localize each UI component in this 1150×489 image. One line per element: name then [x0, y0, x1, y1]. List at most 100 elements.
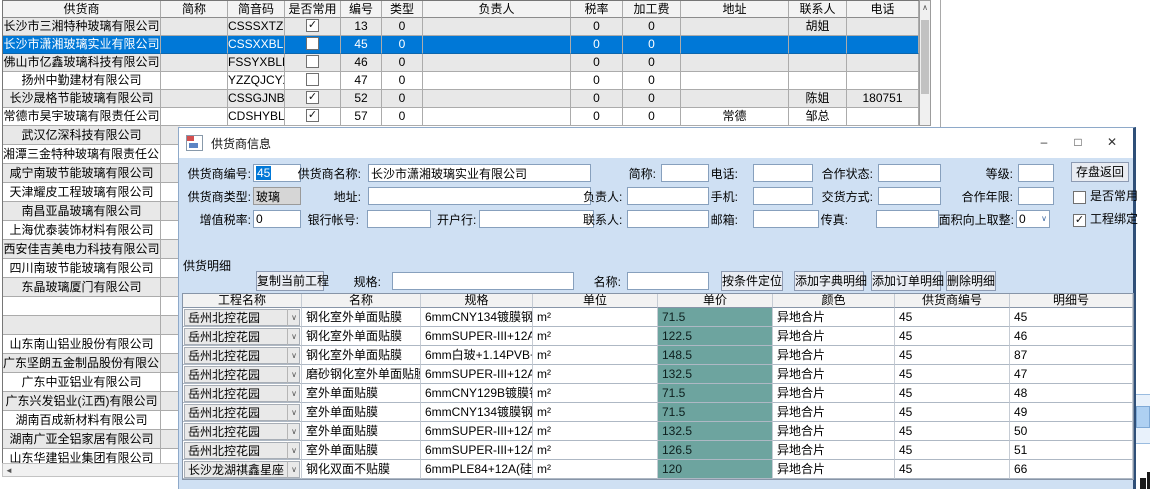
- column-header[interactable]: 地址: [681, 1, 789, 18]
- grid-row[interactable]: 岳州北控花园 ∨ 钢化室外单面贴膜6mmSUPER-III+12A(硅..m²122…: [183, 327, 1133, 346]
- grid-row[interactable]: 岳州北控花园∨钢化室外单面贴膜6mmCNY134镀膜钢化m²71.5异地合片45…: [183, 308, 1133, 327]
- grid-row[interactable]: 岳州北控花园 ∨ 磨砂钢化室外单面贴膜6mmSUPER-III+12A(硅..m²1…: [183, 365, 1133, 384]
- project-combobox[interactable]: 岳州北控花园 ∨: [184, 346, 300, 364]
- list-item[interactable]: 南昌亚晶玻璃有限公司: [3, 202, 180, 221]
- scroll-up-icon[interactable]: ∧: [920, 1, 930, 15]
- project-combobox[interactable]: 岳州北控花园 ∨: [184, 327, 300, 345]
- add-dict-detail-button[interactable]: 添加字典明细: [794, 271, 867, 291]
- grid-row[interactable]: 岳州北控花园 ∨ 室外单面贴膜6mmSUPER-III+12A(硅..m²126.5…: [183, 441, 1133, 460]
- project-combobox[interactable]: 长沙龙湖祺鑫星座 ∨: [184, 460, 300, 478]
- email-input[interactable]: [753, 210, 819, 228]
- grid-column-header[interactable]: 名称: [302, 294, 421, 308]
- grid-column-header[interactable]: 工程名称: [183, 294, 302, 308]
- grid-column-header[interactable]: 规格: [421, 294, 533, 308]
- minimize-button[interactable]: –: [1040, 135, 1048, 149]
- grid-row[interactable]: 长沙龙湖祺鑫星座∨钢化双面不贴膜6mmPLE84+12A(硅酮胶..m²120异…: [183, 460, 1133, 479]
- common-checkbox[interactable]: ✓: [306, 90, 319, 104]
- common-checkbox[interactable]: ✓: [306, 108, 319, 122]
- column-header[interactable]: 简称: [161, 1, 228, 18]
- list-item[interactable]: 湖南广亚全铝家居有限公司: [3, 430, 180, 449]
- coop-years-input[interactable]: [1018, 187, 1054, 205]
- grid-column-header[interactable]: 颜色: [773, 294, 895, 308]
- address-input[interactable]: [368, 187, 591, 205]
- grid-column-header[interactable]: 供货商编号: [895, 294, 1010, 308]
- column-header[interactable]: 简音码: [228, 1, 285, 18]
- mobile-input[interactable]: [753, 187, 813, 205]
- column-header[interactable]: 编号: [341, 1, 382, 18]
- supplier-type-input[interactable]: [253, 187, 301, 205]
- common-checkbox[interactable]: 是否常用: [1073, 189, 1138, 205]
- copy-current-project-button[interactable]: 复制当前工程: [256, 271, 329, 291]
- phone-input[interactable]: [753, 164, 813, 182]
- abbr-input[interactable]: [661, 164, 709, 182]
- scrollbar-thumb[interactable]: [921, 20, 929, 94]
- project-combobox[interactable]: 岳州北控花园 ∨: [184, 403, 300, 421]
- list-item[interactable]: 广东兴发铝业(江西)有限公司: [3, 392, 180, 411]
- list-item[interactable]: 西安佳吉美电力科技有限公司: [3, 240, 180, 259]
- list-item[interactable]: 四川南玻节能玻璃有限公司: [3, 259, 180, 278]
- table-vertical-scrollbar[interactable]: ∧: [919, 0, 931, 126]
- grid-row[interactable]: 岳州北控花园 ∨ 室外单面贴膜6mmSUPER-III+12A(硅..m²132.5…: [183, 422, 1133, 441]
- grid-column-header[interactable]: 单位: [533, 294, 658, 308]
- list-item[interactable]: 山东南山铝业股份有限公司: [3, 335, 180, 354]
- add-order-detail-button[interactable]: 添加订单明细: [871, 271, 944, 291]
- list-item[interactable]: 武汉亿深科技有限公司: [3, 126, 180, 145]
- locate-by-condition-button[interactable]: 按条件定位: [721, 271, 783, 291]
- list-item[interactable]: 咸宁南玻节能玻璃有限公司: [3, 164, 180, 183]
- column-header[interactable]: 税率: [571, 1, 623, 18]
- maximize-button[interactable]: □: [1074, 135, 1082, 149]
- name-filter-input[interactable]: [627, 272, 709, 290]
- scroll-left-icon[interactable]: ◄: [5, 466, 13, 475]
- list-item[interactable]: 广东坚朗五金制品股份有限公司: [3, 354, 180, 373]
- project-combobox[interactable]: 岳州北控花园 ∨: [184, 384, 300, 402]
- supplier-no-input[interactable]: 45: [253, 164, 301, 182]
- grid-row[interactable]: 岳州北控花园 ∨ 室外单面贴膜6mmCNY129B镀膜钢化m²71.5异地合片454…: [183, 384, 1133, 403]
- list-item[interactable]: 湘潭三金特种玻璃有限责任公司: [3, 145, 180, 164]
- column-header[interactable]: 电话: [847, 1, 919, 18]
- column-header[interactable]: 联系人: [789, 1, 847, 18]
- common-checkbox[interactable]: [306, 54, 319, 68]
- grid-column-header[interactable]: 明细号: [1010, 294, 1133, 308]
- column-header[interactable]: 是否常用: [285, 1, 341, 18]
- column-header[interactable]: 负责人: [423, 1, 571, 18]
- list-item[interactable]: 广东中亚铝业有限公司: [3, 373, 180, 392]
- column-header[interactable]: 类型: [382, 1, 423, 18]
- common-checkbox[interactable]: [306, 36, 319, 50]
- column-header[interactable]: 加工费: [623, 1, 681, 18]
- list-item[interactable]: 湖南百成新材料有限公司: [3, 411, 180, 430]
- list-item[interactable]: 上海优泰装饰材料有限公司: [3, 221, 180, 240]
- manager-input[interactable]: [627, 187, 709, 205]
- grade-input[interactable]: [1018, 164, 1054, 182]
- project-combobox[interactable]: 岳州北控花园 ∨: [184, 365, 300, 383]
- common-checkbox[interactable]: ✓: [306, 18, 319, 32]
- contact-input[interactable]: [627, 210, 709, 228]
- project-combobox[interactable]: 岳州北控花园 ∨: [184, 441, 300, 459]
- grid-row[interactable]: 岳州北控花园 ∨ 钢化室外单面贴膜6mm白玻+1.14PVB+6mm..m²148.…: [183, 346, 1133, 365]
- vat-input[interactable]: [253, 210, 301, 228]
- binding-checkbox[interactable]: ✓ 工程绑定: [1073, 212, 1138, 228]
- list-item[interactable]: 天津耀皮工程玻璃有限公司: [3, 183, 180, 202]
- bank-input[interactable]: [479, 210, 594, 228]
- table-row[interactable]: 扬州中勤建材有限公司YZZQJCYXGS47000: [3, 72, 919, 90]
- project-combobox[interactable]: 岳州北控花园 ∨: [184, 308, 300, 326]
- spec-filter-input[interactable]: [392, 272, 574, 290]
- area-round-dropdown[interactable]: 0 ∨: [1016, 210, 1050, 228]
- project-combobox[interactable]: 岳州北控花园 ∨: [184, 422, 300, 440]
- dialog-titlebar[interactable]: 供货商信息 – □ ✕: [179, 128, 1133, 158]
- list-item[interactable]: [3, 316, 180, 335]
- delivery-method-input[interactable]: [878, 187, 941, 205]
- common-checkbox[interactable]: [306, 72, 319, 86]
- delete-detail-button[interactable]: 删除明细: [946, 271, 996, 291]
- save-return-button[interactable]: 存盘返回: [1071, 162, 1129, 182]
- fax-input[interactable]: [876, 210, 939, 228]
- column-header[interactable]: 供货商: [3, 1, 161, 18]
- coop-status-input[interactable]: [878, 164, 941, 182]
- bank-account-input[interactable]: [367, 210, 431, 228]
- list-item[interactable]: [3, 297, 180, 316]
